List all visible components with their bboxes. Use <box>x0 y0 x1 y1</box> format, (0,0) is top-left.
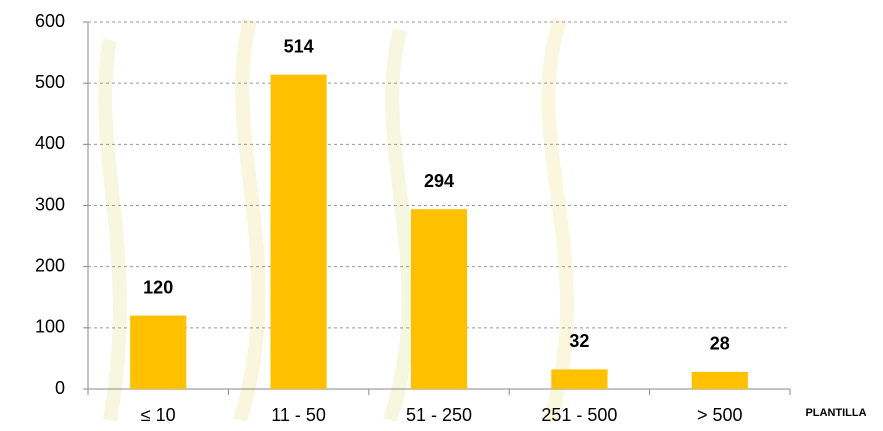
y-tick-label: 500 <box>35 72 65 92</box>
x-tick-label: 11 - 50 <box>271 405 326 425</box>
y-tick-label: 0 <box>55 378 65 398</box>
y-tick-label: 100 <box>35 317 65 337</box>
x-tick-label: ≤ 10 <box>141 405 176 425</box>
data-label: 514 <box>284 36 314 56</box>
bar <box>270 74 327 389</box>
data-label: 32 <box>569 331 589 351</box>
bar <box>691 371 748 389</box>
y-tick-label: 400 <box>35 133 65 153</box>
y-tick-label: 300 <box>35 194 65 214</box>
data-label: 120 <box>143 277 173 297</box>
y-tick-label: 600 <box>35 11 65 31</box>
bar <box>551 369 608 389</box>
bar <box>410 209 468 389</box>
y-tick-label: 200 <box>35 255 65 275</box>
x-axis-label: PLANTILLA <box>805 407 866 419</box>
data-label: 28 <box>710 334 730 354</box>
bar <box>130 315 187 389</box>
data-label: 294 <box>424 171 454 191</box>
x-tick-label: 251 - 500 <box>541 405 617 425</box>
x-tick-label: 51 - 250 <box>406 405 472 425</box>
x-tick-label: > 500 <box>697 405 743 425</box>
